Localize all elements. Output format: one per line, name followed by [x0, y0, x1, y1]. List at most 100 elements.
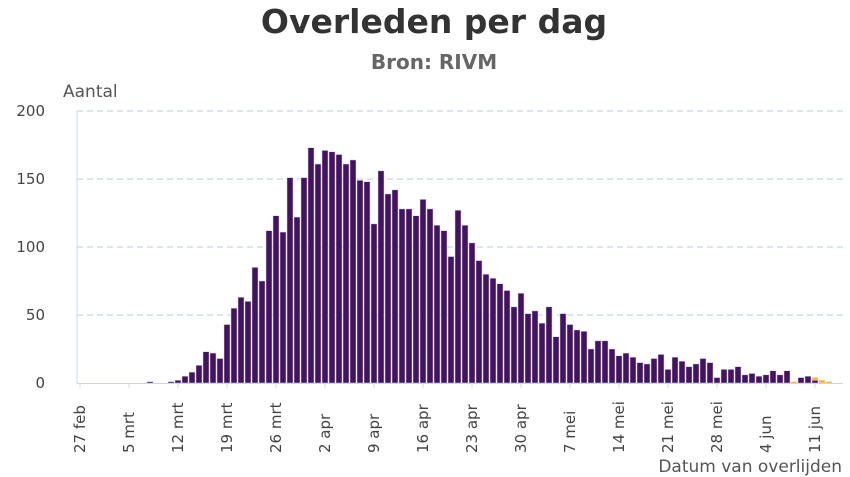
y-tick-label: 200 [16, 102, 45, 120]
bar-primary-12-mei [601, 340, 609, 384]
bar-primary-20-mei [657, 354, 665, 384]
x-tick-label: 2 apr [316, 413, 334, 453]
bar-primary-9-mei [580, 331, 588, 384]
y-axis-label: Aantal [63, 82, 118, 102]
chart-subtitle: Bron: RIVM [370, 50, 498, 74]
bar-primary-16-mrt [202, 351, 210, 384]
bar-primary-19-apr [440, 230, 448, 384]
bar-primary-11-apr [384, 193, 392, 384]
bar-primary-25-mrt [265, 230, 273, 384]
bar-primary-13-apr [398, 208, 406, 384]
bar-primary-30-apr [517, 292, 525, 384]
bar-primary-27-mei [706, 362, 714, 384]
y-tick-label: 50 [26, 306, 45, 324]
bar-primary-7-apr [356, 180, 364, 384]
bar-primary-10-apr [377, 170, 385, 384]
bar-primary-19-mei [650, 358, 658, 384]
bar-primary-2-jun [748, 373, 756, 384]
bar-primary-17-mei [636, 362, 644, 384]
bar-primary-5-apr [342, 163, 350, 384]
chart-title: Overleden per dag [260, 2, 608, 41]
x-tick-label: 27 feb [71, 405, 89, 453]
bar-primary-23-mrt [251, 267, 259, 384]
bar-primary-6-mei [559, 313, 567, 384]
bar-primary-29-mrt [293, 216, 301, 384]
bar-primary-20-mrt [230, 307, 238, 384]
bar-primary-24-apr [475, 260, 483, 384]
bar-primary-27-mrt [279, 231, 287, 384]
bar-primary-12-apr [391, 189, 399, 384]
bar-primary-15-mrt [195, 365, 203, 384]
bar-primary-18-apr [433, 224, 441, 384]
bar-primary-8-mrt [146, 381, 154, 384]
bar-primary-9-jun [797, 377, 805, 384]
bar-primary-21-apr [454, 210, 462, 384]
bar-primary-19-mrt [223, 324, 231, 384]
bar-primary-4-apr [335, 154, 343, 384]
bar-primary-26-mei [699, 358, 707, 384]
x-tick-label: 5 mrt [120, 412, 138, 453]
x-tick-label: 12 mrt [169, 402, 187, 453]
bar-primary-24-mei [685, 366, 693, 384]
x-tick-label: 4 jun [757, 416, 775, 454]
y-tick-label: 150 [16, 170, 45, 188]
bar-primary-6-apr [349, 159, 357, 384]
bar-primary-14-apr [405, 208, 413, 384]
bar-primary-3-mei [538, 322, 546, 384]
bar-primary-28-apr [503, 290, 511, 384]
bar-primary-11-jun [811, 380, 819, 384]
x-tick-label: 28 mei [708, 401, 726, 453]
x-tick-label: 16 apr [414, 403, 432, 453]
bar-primary-4-jun [762, 374, 770, 384]
bar-primary-1-mei [524, 313, 532, 384]
bar-primary-11-mei [594, 340, 602, 384]
bar-primary-17-mrt [209, 352, 217, 384]
bar-primary-21-mei [664, 369, 672, 384]
bar-secondary-8-jun [790, 381, 798, 384]
bar-primary-18-mei [643, 363, 651, 384]
bar-primary-7-jun [783, 370, 791, 384]
bar-primary-10-jun [804, 375, 812, 384]
bar-primary-15-mei [622, 352, 630, 384]
bar-primary-14-mei [615, 355, 623, 384]
bar-primary-5-mei [552, 336, 560, 384]
bar-primary-14-mrt [188, 371, 196, 384]
bar-primary-3-apr [328, 151, 336, 384]
bar-primary-2-apr [321, 150, 329, 384]
bar-primary-10-mei [587, 348, 595, 384]
bar-primary-11-mrt [167, 381, 175, 384]
bar-primary-30-mei [727, 369, 735, 384]
x-tick-label: 7 mei [561, 411, 579, 453]
bar-primary-31-mei [734, 366, 742, 384]
bar-primary-23-mei [678, 360, 686, 384]
bar-primary-7-mei [566, 324, 574, 384]
bar-primary-4-mei [545, 306, 553, 384]
bar-primary-29-mei [720, 369, 728, 384]
bar-primary-17-apr [426, 208, 434, 384]
bar-primary-25-mei [692, 363, 700, 384]
bar-primary-15-apr [412, 215, 420, 384]
bar-primary-22-mei [671, 356, 679, 384]
bar-primary-12-mrt [174, 380, 182, 384]
bar-primary-1-jun [741, 374, 749, 384]
bar-primary-8-mei [573, 329, 581, 384]
x-tick-label: 21 mei [659, 401, 677, 453]
bar-secondary-11-jun [811, 377, 819, 381]
bar-primary-30-mrt [300, 177, 308, 384]
bar-primary-8-apr [363, 181, 371, 384]
bar-primary-22-apr [461, 224, 469, 384]
bar-primary-2-mei [531, 310, 539, 384]
x-tick-label: 19 mrt [218, 402, 236, 453]
bar-primary-26-mrt [272, 215, 280, 384]
x-tick-label: 30 apr [512, 403, 530, 453]
bar-primary-5-jun [769, 370, 777, 384]
bar-primary-26-apr [489, 278, 497, 384]
bar-primary-3-jun [755, 375, 763, 384]
bar-primary-28-mei [713, 377, 721, 384]
y-tick-label: 100 [16, 238, 45, 256]
x-tick-label: 26 mrt [267, 402, 285, 453]
bar-primary-1-apr [314, 163, 322, 384]
bar-primary-28-mrt [286, 177, 294, 384]
bar-primary-23-apr [468, 242, 476, 384]
